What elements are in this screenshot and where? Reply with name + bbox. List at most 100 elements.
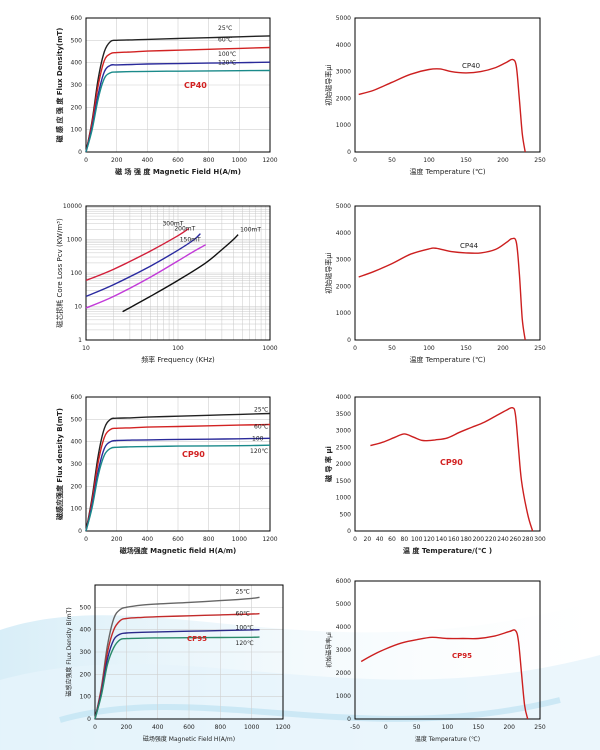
series-line (85, 228, 189, 282)
y-tick-label: 500 (80, 604, 92, 611)
y-tick-label: 2000 (336, 461, 351, 468)
series-label: 120℃ (236, 640, 254, 647)
chart-annotation: CP95 (187, 635, 207, 643)
series-label: 300mT (162, 221, 183, 228)
y-tick-label: 5000 (336, 601, 351, 608)
x-tick-label: 0 (384, 724, 388, 731)
plot-frame (85, 17, 271, 153)
y-tick-label: 3000 (336, 69, 351, 76)
y-tick-label: 400 (71, 60, 83, 67)
x-tick-label: 1200 (262, 157, 277, 164)
chart-annotation: CP40 (184, 81, 207, 90)
x-tick-label: 50 (388, 345, 396, 352)
series-label: 120℃ (218, 59, 236, 66)
x-tick-label: 160 (448, 536, 460, 543)
series-label: 120℃ (250, 448, 268, 455)
plot-frame (354, 205, 541, 341)
x-tick-label: 400 (142, 157, 154, 164)
x-tick-label: 1000 (262, 345, 277, 352)
series-label: 60℃ (254, 423, 269, 430)
series-line (360, 629, 529, 720)
y-axis-label: 磁芯损耗 Core Loss Pcv (KW/m³) (55, 218, 64, 328)
y-tick-label: 300 (80, 649, 92, 656)
x-axis-label: 磁 场 强 度 Magnetic Field H(A/m) (115, 167, 241, 176)
x-tick-label: 1200 (262, 536, 277, 543)
x-tick-label: 100 (411, 536, 423, 543)
y-tick-label: 0 (347, 528, 351, 535)
series-line (94, 596, 260, 720)
chart-cp90-permeability: 0 20 40 60 80 100 120 140 160 180 200 220 240 260 280 3… (324, 394, 546, 555)
y-tick-label: 0 (347, 337, 351, 344)
x-tick-label: 250 (534, 724, 546, 731)
x-tick-label: 120 (423, 536, 435, 543)
x-axis-label: 温度 Temperature (℃) (409, 355, 485, 364)
plot-frame (354, 580, 541, 720)
chart-annotation: CP90 (182, 450, 205, 459)
y-tick-label: 500 (71, 37, 83, 44)
x-tick-label: 240 (497, 536, 509, 543)
y-axis-label: 磁 感 应 强 度 Flux Density(mT) (55, 28, 64, 143)
x-tick-label: 50 (388, 157, 396, 164)
chart-annotation: CP44 (460, 242, 479, 250)
x-tick-label: 0 (353, 536, 357, 543)
x-axis-label: 温度 Temperature (℃) (415, 735, 480, 743)
x-tick-label: 200 (121, 724, 133, 731)
chart-annotation: CP95 (452, 652, 472, 660)
chart-cp44-permeability: 0 50 100 150 200 250 0 1000 2000 3000 4000 5000 CP4… (324, 203, 546, 364)
y-axis-label: 初始磁导率μi (325, 632, 333, 668)
series-line (85, 423, 271, 532)
plot-frame (85, 396, 271, 532)
y-tick-label: 10000 (63, 203, 82, 210)
chart-cp95-bh: 0 200 400 600 800 1000 1200 0 100 200 300 400 500 25℃… (65, 584, 291, 743)
y-axis-label: 初始磁导率μi (324, 252, 333, 293)
y-tick-label: 4000 (336, 230, 351, 237)
series-label: 100mT (240, 227, 261, 234)
y-tick-label: 3000 (336, 428, 351, 435)
y-tick-label: 0 (78, 528, 82, 535)
y-tick-label: 500 (71, 416, 83, 423)
y-tick-label: 4000 (336, 394, 351, 401)
y-tick-label: 100 (80, 694, 92, 701)
y-axis-label: 初始磁导率μi (324, 64, 333, 105)
x-tick-label: 1000 (232, 536, 247, 543)
x-tick-label: 50 (413, 724, 421, 731)
y-tick-label: 1 (78, 337, 82, 344)
series-line (85, 244, 207, 309)
x-tick-label: 150 (473, 724, 485, 731)
series-label: 25℃ (218, 25, 233, 32)
series-label: 25℃ (236, 588, 251, 595)
y-tick-label: 100 (71, 127, 83, 134)
series-label: 100 (252, 435, 264, 442)
y-tick-label: 600 (71, 15, 83, 22)
x-tick-label: 150 (460, 345, 472, 352)
x-tick-label: 250 (534, 157, 546, 164)
y-tick-label: 100 (71, 270, 83, 277)
x-tick-label: 150 (460, 157, 472, 164)
x-tick-label: 200 (503, 724, 515, 731)
series-line (85, 69, 271, 153)
chart-annotation: CP40 (462, 62, 480, 70)
x-axis-label: 磁场强度 Magnetic field H(A/m) (120, 546, 237, 555)
y-tick-label: 4000 (336, 42, 351, 49)
x-tick-label: 1200 (275, 724, 290, 731)
series-label: 100℃ (218, 51, 236, 58)
y-tick-label: 3000 (336, 257, 351, 264)
y-tick-label: 400 (80, 627, 92, 634)
series-line (85, 61, 271, 153)
y-axis-label: 磁 导 率 μi (324, 446, 333, 482)
x-tick-label: 100 (423, 157, 435, 164)
y-tick-label: 500 (340, 511, 352, 518)
y-tick-label: 300 (71, 82, 83, 89)
y-tick-label: 100 (71, 506, 83, 513)
y-tick-label: 2000 (336, 95, 351, 102)
x-tick-label: 800 (215, 724, 227, 731)
plot-frame (354, 17, 541, 153)
y-tick-label: 300 (71, 461, 83, 468)
x-tick-label: 0 (353, 157, 357, 164)
y-tick-label: 200 (71, 483, 83, 490)
series-line (122, 234, 239, 313)
y-tick-label: 0 (347, 716, 351, 723)
y-tick-label: 200 (71, 104, 83, 111)
y-tick-label: 0 (87, 716, 91, 723)
y-tick-label: 1000 (336, 310, 351, 317)
